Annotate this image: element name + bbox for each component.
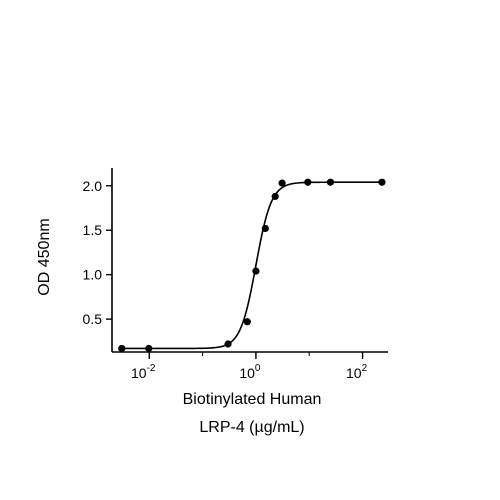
data-point (278, 179, 286, 187)
data-point (261, 224, 269, 233)
data-point (378, 178, 386, 186)
x-axis-label-line-2: LRP-4 (µg/mL) (199, 419, 304, 436)
y-tick-label: 2.0 (83, 178, 103, 194)
data-point (243, 318, 251, 326)
x-tick-label: 102 (346, 363, 368, 381)
data-point (304, 178, 312, 186)
x-tick-label: 100 (239, 363, 261, 381)
x-tick-label: 10-2 (131, 363, 156, 381)
x-axis-label-line-1: Biotinylated Human (183, 391, 322, 408)
data-points (118, 178, 386, 353)
x-axis-ticks: 10-2 100 102 (131, 352, 368, 381)
data-point (118, 344, 126, 353)
data-point (224, 340, 232, 348)
data-point (271, 192, 279, 201)
y-tick-label: 0.5 (83, 311, 103, 327)
data-point (326, 178, 335, 186)
y-axis-label: OD 450nm (36, 218, 53, 295)
axes (111, 168, 388, 353)
y-tick-label: 1.0 (83, 267, 103, 283)
y-tick-label: 1.5 (83, 222, 103, 238)
y-axis-ticks: 0.5 1.0 1.5 2.0 (83, 178, 112, 327)
fit-curve (121, 181, 382, 350)
data-point (252, 267, 260, 275)
data-point (145, 344, 153, 353)
